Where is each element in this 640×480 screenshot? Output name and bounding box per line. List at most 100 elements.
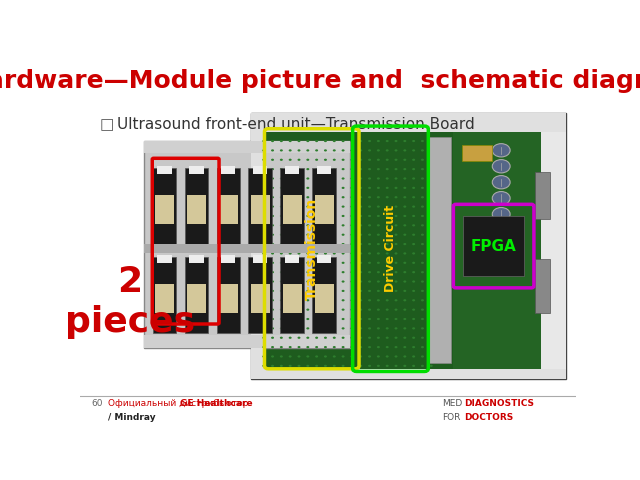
Circle shape — [324, 309, 327, 311]
Circle shape — [315, 290, 318, 292]
Circle shape — [342, 178, 344, 180]
Bar — [219, 194, 238, 224]
Circle shape — [298, 309, 301, 311]
Bar — [145, 141, 350, 348]
Circle shape — [359, 243, 362, 245]
Circle shape — [377, 252, 380, 254]
Circle shape — [351, 178, 353, 180]
Circle shape — [430, 280, 433, 283]
Circle shape — [421, 365, 424, 367]
Circle shape — [412, 234, 415, 236]
Circle shape — [403, 234, 406, 236]
Circle shape — [342, 168, 344, 170]
Circle shape — [368, 215, 371, 217]
Circle shape — [315, 224, 318, 227]
Circle shape — [289, 365, 292, 367]
Bar — [157, 254, 172, 263]
Circle shape — [359, 205, 362, 208]
Text: 2: 2 — [117, 264, 142, 299]
Circle shape — [359, 355, 362, 358]
Bar — [248, 168, 272, 244]
Bar — [221, 254, 236, 263]
Circle shape — [262, 355, 265, 358]
Circle shape — [386, 318, 388, 320]
Circle shape — [262, 336, 265, 339]
Circle shape — [359, 309, 362, 311]
Circle shape — [262, 149, 265, 152]
Circle shape — [430, 309, 433, 311]
Circle shape — [351, 280, 353, 283]
Bar — [153, 168, 177, 244]
Circle shape — [315, 271, 318, 273]
Bar — [145, 244, 350, 252]
Circle shape — [386, 140, 388, 142]
Circle shape — [271, 196, 274, 198]
Circle shape — [262, 187, 265, 189]
Circle shape — [421, 262, 424, 264]
Circle shape — [412, 346, 415, 348]
Circle shape — [403, 178, 406, 180]
Circle shape — [359, 168, 362, 170]
Circle shape — [386, 215, 388, 217]
Circle shape — [342, 327, 344, 329]
Circle shape — [421, 149, 424, 152]
Circle shape — [359, 271, 362, 273]
Circle shape — [271, 234, 274, 236]
Circle shape — [307, 187, 309, 189]
Circle shape — [315, 309, 318, 311]
Circle shape — [412, 187, 415, 189]
Circle shape — [280, 271, 283, 273]
Circle shape — [271, 178, 274, 180]
Circle shape — [359, 149, 362, 152]
Circle shape — [386, 309, 388, 311]
Circle shape — [262, 365, 265, 367]
Circle shape — [315, 234, 318, 236]
Circle shape — [430, 187, 433, 189]
Circle shape — [289, 318, 292, 320]
Circle shape — [262, 224, 265, 227]
Circle shape — [351, 318, 353, 320]
Circle shape — [298, 271, 301, 273]
Bar — [541, 113, 566, 379]
Circle shape — [324, 205, 327, 208]
Circle shape — [394, 159, 397, 161]
Circle shape — [280, 336, 283, 339]
Circle shape — [351, 168, 353, 170]
Circle shape — [492, 192, 510, 205]
Circle shape — [262, 318, 265, 320]
Circle shape — [386, 327, 388, 329]
Circle shape — [271, 149, 274, 152]
Circle shape — [403, 159, 406, 161]
Circle shape — [368, 224, 371, 227]
Circle shape — [377, 355, 380, 358]
Circle shape — [368, 318, 371, 320]
Circle shape — [315, 299, 318, 301]
Bar — [153, 257, 177, 333]
Bar — [280, 168, 304, 244]
Circle shape — [394, 355, 397, 358]
Circle shape — [377, 196, 380, 198]
Circle shape — [368, 149, 371, 152]
Circle shape — [492, 207, 510, 221]
Circle shape — [403, 299, 406, 301]
Circle shape — [368, 290, 371, 292]
Circle shape — [359, 196, 362, 198]
Circle shape — [492, 144, 510, 157]
Circle shape — [430, 365, 433, 367]
Circle shape — [386, 280, 388, 283]
Bar — [253, 166, 268, 174]
Circle shape — [351, 271, 353, 273]
Text: DOCTORS: DOCTORS — [464, 413, 513, 422]
Circle shape — [315, 336, 318, 339]
Circle shape — [262, 159, 265, 161]
Circle shape — [386, 271, 388, 273]
Circle shape — [324, 234, 327, 236]
Circle shape — [386, 187, 388, 189]
Circle shape — [430, 346, 433, 348]
Circle shape — [386, 355, 388, 358]
Circle shape — [403, 140, 406, 142]
Circle shape — [342, 355, 344, 358]
Circle shape — [307, 224, 309, 227]
Circle shape — [298, 290, 301, 292]
Circle shape — [324, 215, 327, 217]
